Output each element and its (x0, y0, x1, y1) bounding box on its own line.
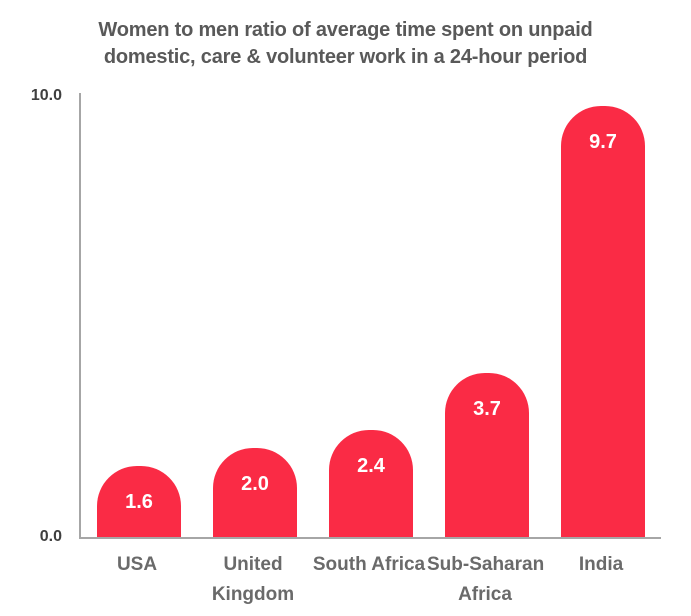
bar-column-united-kingdom: 2.0 (197, 93, 313, 537)
x-axis-label-line: Kingdom (211, 584, 295, 605)
bar-value-label: 2.0 (241, 473, 269, 496)
bar-column-usa: 1.6 (81, 93, 197, 537)
bar-south-africa: 2.4 (329, 430, 413, 537)
bar-usa: 1.6 (97, 465, 181, 537)
x-axis-label-south-africa: South Africa (311, 550, 427, 610)
x-axis-label-line: Africa (458, 584, 512, 605)
y-axis-tick-max: 10.0 (30, 87, 62, 104)
bar-column-south-africa: 2.4 (313, 93, 429, 537)
chart-title-line-2: domestic, care & volunteer work in a 24-… (103, 46, 588, 68)
bar-value-label: 2.4 (357, 455, 385, 478)
x-axis-label-india: India (543, 550, 659, 610)
bar-value-label: 9.7 (589, 131, 617, 154)
chart-title-line-1: Women to men ratio of average time spent… (98, 19, 593, 41)
x-axis-label-united-kingdom: United Kingdom (195, 550, 311, 610)
x-axis-label-line: Sub-Saharan (427, 554, 545, 575)
x-axis-label-usa: USA (79, 550, 195, 610)
y-axis-tick-min: 0.0 (39, 528, 62, 545)
bar-column-india: 9.7 (545, 93, 661, 537)
bar-sub-saharan-africa: 3.7 (445, 372, 529, 537)
plot-area: 1.6 2.0 2.4 3.7 9.7 (79, 93, 661, 539)
x-axis-labels: USA United Kingdom South Africa Sub-Saharan A… (79, 550, 659, 610)
x-axis-label-sub-saharan-africa: Sub-Saharan Africa (427, 550, 545, 610)
bar-india: 9.7 (561, 106, 645, 537)
chart-title: Women to men ratio of average time spent… (0, 17, 691, 71)
x-axis-label-line: South Africa (312, 554, 426, 575)
x-axis-label-line: United (223, 554, 283, 575)
x-axis-label-line: India (578, 554, 624, 575)
bar-value-label: 3.7 (473, 397, 501, 420)
bar-column-sub-saharan-africa: 3.7 (429, 93, 545, 537)
x-axis-label-line: USA (116, 554, 158, 575)
bar-united-kingdom: 2.0 (213, 448, 297, 537)
bar-value-label: 1.6 (125, 490, 153, 513)
